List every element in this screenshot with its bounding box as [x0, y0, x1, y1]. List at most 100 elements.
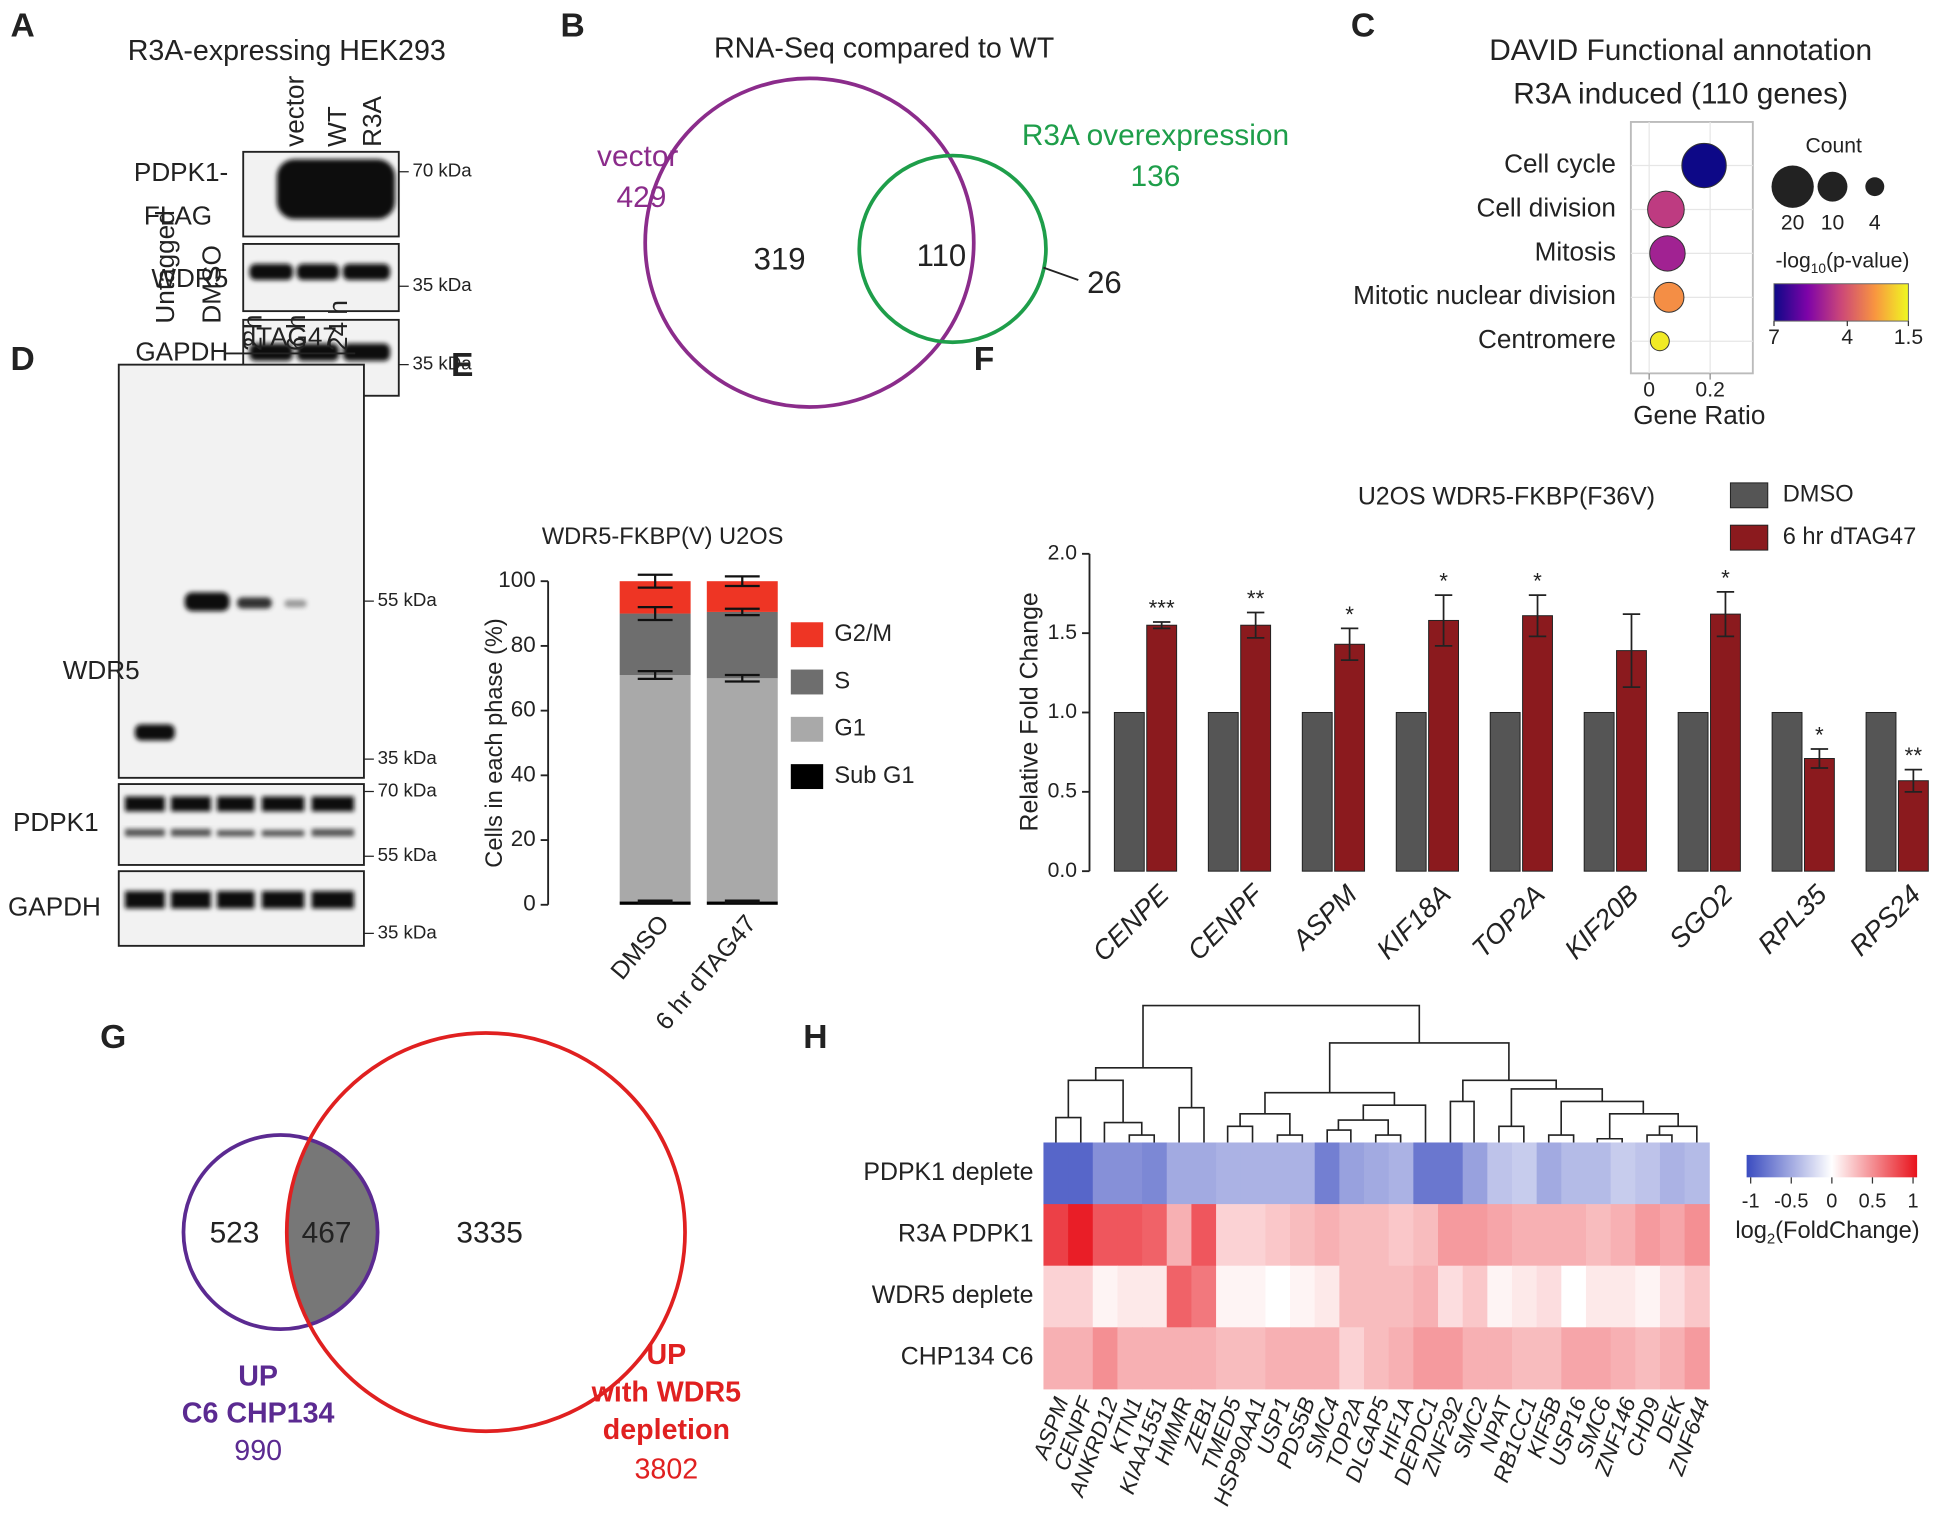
bar	[1771, 711, 1803, 872]
heatmap-cell	[1142, 1204, 1168, 1267]
heatmap-cell	[1487, 1204, 1513, 1267]
marker-label: 35 kDa	[412, 353, 472, 374]
heatmap-cell	[1240, 1327, 1266, 1390]
marker-label: 35 kDa	[412, 274, 472, 295]
size-legend-label: 10	[1821, 212, 1845, 235]
band	[296, 263, 340, 281]
panel-label: D	[10, 341, 34, 378]
error-bar	[637, 573, 673, 589]
heatmap-cell	[1043, 1204, 1069, 1267]
heatmap-cell	[1438, 1142, 1464, 1205]
heatmap-cell	[1117, 1142, 1143, 1205]
set-name: C6 CHP134	[182, 1398, 335, 1430]
bar	[1677, 711, 1709, 872]
blot-label: FLAG	[144, 201, 212, 231]
x-axis-label: Gene Ratio	[1633, 400, 1765, 430]
set-name: R3A overexpression	[1022, 119, 1289, 152]
heatmap-cell	[1290, 1265, 1316, 1328]
heatmap-cell	[1290, 1142, 1316, 1205]
blot-title: R3A-expressing HEK293	[128, 35, 446, 67]
x-tick-label: 0	[1643, 378, 1655, 401]
x-tick-label: DMSO	[605, 910, 674, 985]
heatmap-cell	[1191, 1265, 1217, 1328]
set-total: 136	[1131, 160, 1181, 193]
heatmap-cell	[1314, 1142, 1340, 1205]
heatmap-cell	[1511, 1265, 1538, 1328]
significance: *	[1345, 602, 1354, 627]
bubble	[1653, 281, 1685, 313]
blot-label: PDPK1-	[134, 157, 228, 187]
error-bar	[637, 899, 673, 904]
bar	[1240, 624, 1272, 872]
marker-tick	[398, 171, 409, 366]
bar	[1301, 711, 1333, 872]
panel-label: G	[100, 1019, 126, 1056]
lane-label: 2 h	[237, 315, 267, 351]
heatmap-cell	[1290, 1204, 1316, 1267]
bar	[1489, 711, 1521, 872]
y-tick-label: 1.5	[1048, 621, 1077, 644]
chart-title: U2OS WDR5-FKBP(F36V)	[1358, 482, 1655, 510]
treatment-label: dTAG47	[242, 321, 337, 351]
significance: **	[1247, 586, 1265, 611]
heatmap-cell	[1166, 1327, 1192, 1390]
heatmap-cell	[1462, 1142, 1488, 1205]
legend-swatch	[790, 622, 824, 648]
y-tick-label: 100	[498, 567, 535, 592]
significance: ***	[1149, 596, 1175, 621]
marker-label: 55 kDa	[378, 589, 438, 610]
heatmap-cell	[1610, 1265, 1636, 1328]
heatmap-cell	[1339, 1327, 1365, 1390]
bar-segment	[706, 678, 778, 902]
heatmap-cell	[1191, 1327, 1217, 1390]
band	[342, 263, 391, 281]
panel-g: 523 467 3335 UP C6 CHP134 990 UP with WD…	[181, 1031, 741, 1486]
legend-swatch	[790, 764, 824, 790]
x-tick-label: KIF20B	[1558, 879, 1644, 965]
y-tick-label: 2.0	[1048, 541, 1077, 564]
lane-label: vector	[280, 75, 310, 146]
bar	[1583, 711, 1615, 872]
bar-segment	[706, 611, 778, 679]
x-tick-label: RPL35	[1751, 878, 1833, 960]
colorbar-label: log2(FoldChange)	[1735, 1218, 1919, 1247]
band	[342, 343, 391, 361]
bar	[1428, 619, 1459, 872]
colorbar-tick-label: -0.5	[1774, 1190, 1808, 1212]
heatmap-cell	[1117, 1327, 1143, 1390]
heatmap-cell	[1635, 1327, 1661, 1390]
colorbar-tick-label: 0	[1826, 1190, 1837, 1212]
heatmap-cell	[1462, 1204, 1488, 1267]
heatmap-cell	[1339, 1204, 1365, 1267]
bubble	[1649, 331, 1670, 352]
row-label: CHP134 C6	[901, 1343, 1034, 1371]
significance: **	[1905, 743, 1923, 768]
heatmap-cell	[1314, 1265, 1340, 1328]
heatmap-cell	[1536, 1265, 1562, 1328]
x-tick-label: ASPM	[1285, 878, 1363, 956]
x-tick-label: 0.2	[1695, 378, 1724, 401]
legend-swatch	[790, 716, 824, 742]
band	[249, 263, 293, 281]
region-count: 319	[754, 242, 806, 277]
y-tick-label: Cell cycle	[1504, 148, 1616, 178]
band	[284, 599, 307, 608]
legend-label: Sub G1	[834, 763, 914, 789]
heatmap-cell	[1388, 1327, 1414, 1390]
x-tick-label: CENPF	[1181, 878, 1269, 966]
colorbar-tick-label: 1	[1908, 1190, 1919, 1212]
heatmap-cell	[1240, 1204, 1266, 1267]
heatmap-cell	[1117, 1204, 1143, 1267]
significance: *	[1533, 569, 1542, 594]
band	[134, 724, 175, 741]
legend-swatch	[1729, 482, 1769, 509]
heatmap-cell	[1585, 1327, 1612, 1390]
heatmap-cell	[1240, 1265, 1266, 1328]
bar	[1207, 711, 1239, 872]
heatmap-cell	[1314, 1327, 1340, 1390]
colorbar-tick-label: 1.5	[1894, 326, 1923, 349]
blot-label: WDR5	[63, 655, 140, 685]
size-legend-mark	[1817, 171, 1848, 202]
heatmap-cell	[1142, 1327, 1168, 1390]
significance: *	[1721, 565, 1730, 590]
